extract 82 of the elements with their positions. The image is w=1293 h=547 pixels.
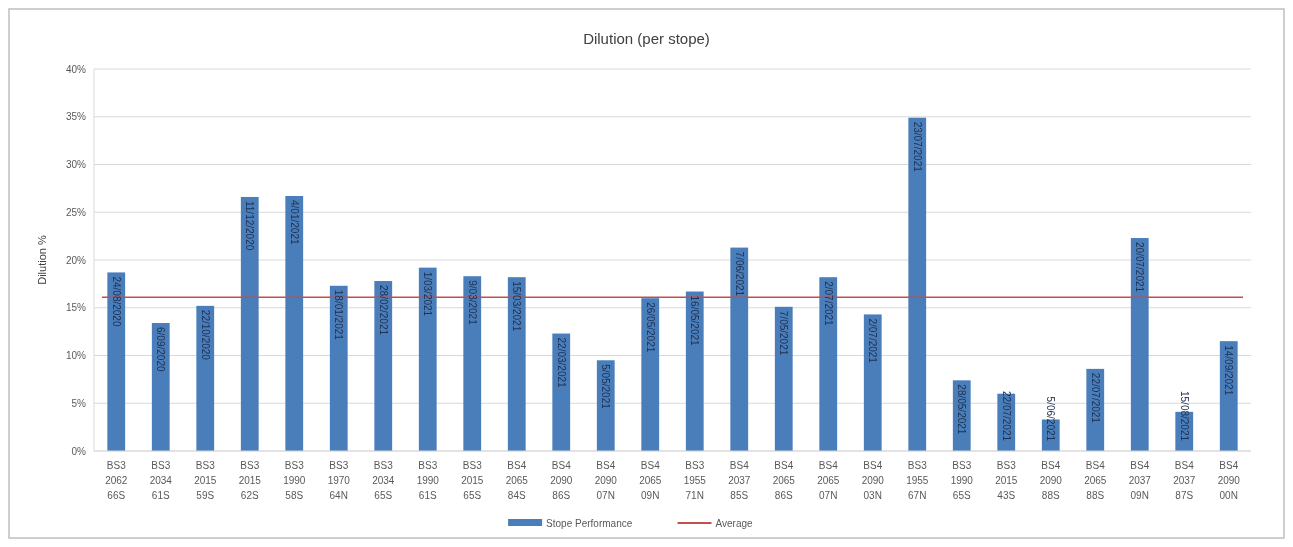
x-tick-label: BS3 2015 59S — [194, 460, 217, 501]
x-tick-label: BS4 2065 86S — [772, 460, 796, 501]
annotation: 1/03/2021 — [422, 271, 434, 317]
annotation: 6/09/2020 — [155, 327, 167, 372]
y-tick-label: 20% — [65, 254, 87, 266]
x-tick-label: BS4 2090 00N — [1217, 460, 1241, 501]
x-tick-label: BS4 2090 88S — [1039, 460, 1063, 501]
annotation: 28/05/2021 — [956, 384, 968, 435]
x-tick-label: BS3 1955 67N — [906, 460, 929, 501]
annotation: 23/07/2021 — [911, 121, 923, 173]
legend-label: Average — [715, 518, 753, 529]
x-tick-label: BS3 2015 65S — [461, 460, 484, 501]
x-tick-label: BS4 2065 07N — [817, 460, 840, 501]
annotation: 5/06/2021 — [1045, 396, 1057, 442]
annotation: 26/05/2021 — [644, 302, 656, 353]
x-tick-label: BS3 1990 65S — [950, 460, 974, 501]
bar — [418, 267, 437, 451]
annotation: 15/08/2021 — [1178, 391, 1190, 442]
bar — [641, 298, 660, 451]
x-tick-label: BS4 2065 88S — [1084, 460, 1107, 501]
y-tick-label: 25% — [65, 206, 87, 218]
x-tick-label: BS3 1955 71N — [683, 460, 707, 501]
annotation: 22/03/2021 — [555, 337, 567, 389]
annotation: 2/07/2021 — [867, 318, 879, 364]
x-tick-label: BS4 2065 84S — [505, 460, 529, 501]
annotation: 4/01/2021 — [288, 200, 300, 245]
annotation: 11/12/2020 — [244, 200, 256, 251]
bar — [196, 305, 215, 451]
annotation: 5/05/2021 — [600, 364, 612, 410]
bar — [507, 277, 526, 451]
bar — [863, 314, 882, 451]
x-tick-label: BS4 2090 03N — [861, 460, 885, 501]
y-tick-label: 40% — [65, 63, 87, 75]
annotation: 22/07/2021 — [1000, 391, 1012, 442]
y-tick-label: 35% — [65, 111, 87, 123]
y-tick-label: 0% — [71, 445, 87, 457]
bar — [908, 117, 927, 451]
bar — [329, 285, 348, 451]
legend-label: Stope Performance — [546, 518, 633, 529]
annotation: 15/03/2021 — [511, 281, 523, 332]
annotation: 20/07/2021 — [1134, 242, 1146, 293]
annotation: 14/09/2021 — [1223, 345, 1235, 396]
x-tick-label: BS4 2037 85S — [728, 460, 751, 501]
x-tick-label: BS4 2090 07N — [594, 460, 618, 501]
annotation: 7/06/2021 — [733, 251, 745, 297]
y-tick-label: 15% — [65, 302, 87, 314]
annotation: 9/03/2021 — [466, 280, 478, 326]
x-tick-label: BS3 2015 43S — [995, 460, 1018, 501]
annotation: 7/05/2021 — [778, 310, 790, 356]
bar — [1130, 238, 1149, 451]
bar — [730, 247, 749, 451]
x-tick-label: BS4 2090 86S — [550, 460, 573, 501]
x-tick-label: BS3 2062 66S — [105, 460, 128, 501]
y-tick-label: 10% — [65, 350, 87, 361]
x-tick-label: BS3 1990 58S — [283, 460, 306, 501]
bar — [819, 277, 838, 451]
bar — [774, 306, 793, 451]
x-tick-label: BS3 1970 64N — [327, 460, 351, 501]
x-tick-label: BS4 2037 09N — [1128, 460, 1152, 501]
annotation: 22/10/2020 — [199, 309, 211, 361]
x-tick-label: BS3 2034 61S — [149, 460, 173, 501]
chart-title: Dilution (per stope) — [583, 30, 710, 47]
y-tick-label: 30% — [65, 159, 87, 170]
annotation: 16/05/2021 — [689, 295, 701, 346]
annotation: 18/01/2021 — [333, 289, 345, 341]
y-tick-label: 5% — [71, 397, 87, 409]
y-axis-title: Dilution % — [36, 235, 48, 285]
bar — [685, 291, 704, 451]
annotation: 22/07/2021 — [1089, 372, 1101, 424]
bar — [374, 281, 393, 451]
annotation: 24/08/2020 — [110, 276, 122, 327]
x-tick-label: BS4 2037 87S — [1173, 460, 1196, 501]
x-tick-label: BS3 1990 61S — [416, 460, 440, 501]
annotation: 28/02/2021 — [377, 285, 389, 336]
annotation: 2/07/2021 — [822, 281, 834, 327]
x-tick-label: BS4 2065 09N — [639, 460, 662, 501]
x-tick-label: BS3 2015 62S — [238, 460, 262, 501]
bar — [107, 272, 126, 451]
bar — [463, 276, 482, 451]
bar — [285, 196, 304, 451]
bar — [240, 196, 259, 451]
x-tick-label: BS3 2034 65S — [372, 460, 395, 501]
